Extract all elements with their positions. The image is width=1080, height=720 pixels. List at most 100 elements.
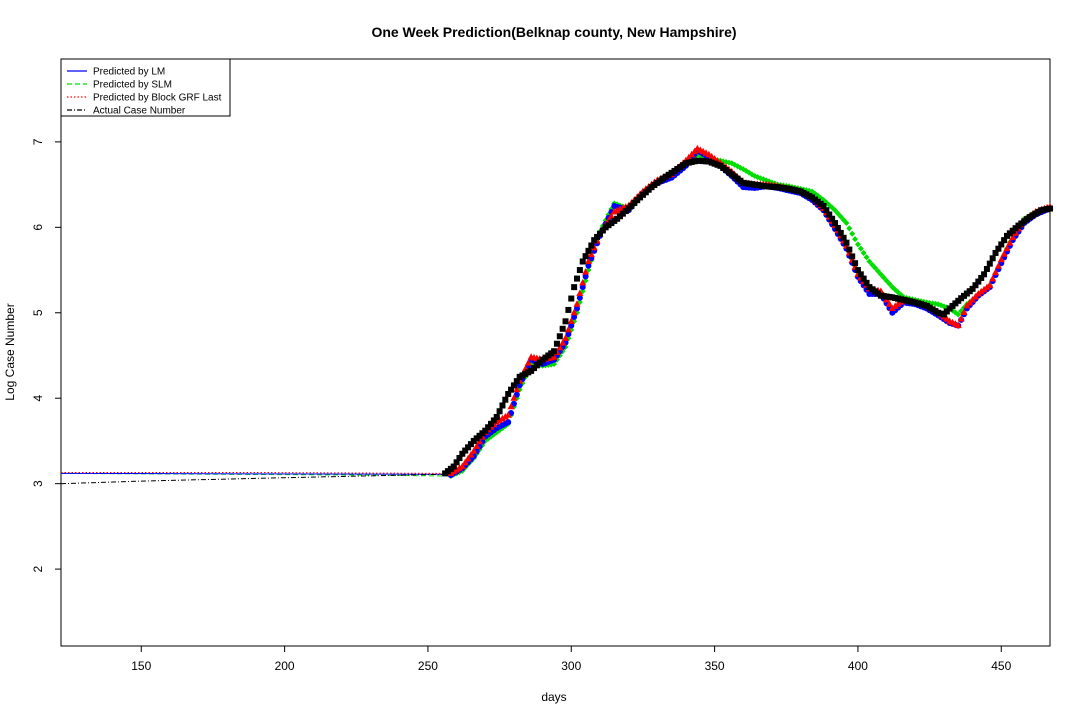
data-point bbox=[510, 400, 517, 407]
data-point bbox=[458, 462, 466, 470]
data-point bbox=[986, 260, 993, 267]
data-point bbox=[834, 210, 841, 217]
data-point bbox=[607, 212, 615, 219]
series-actual-case-number bbox=[60, 157, 1053, 485]
data-point bbox=[591, 237, 598, 244]
data-point bbox=[1001, 237, 1008, 244]
data-point bbox=[582, 273, 589, 280]
data-point bbox=[579, 278, 587, 286]
data-point bbox=[957, 315, 965, 322]
data-point bbox=[585, 247, 592, 254]
data-point bbox=[513, 385, 521, 393]
series-line bbox=[60, 473, 443, 485]
data-point bbox=[579, 258, 586, 265]
y-axis-label: Log Case Number bbox=[3, 303, 17, 400]
data-point bbox=[482, 427, 489, 434]
data-point bbox=[499, 402, 506, 409]
data-point bbox=[854, 241, 861, 248]
data-point bbox=[840, 234, 847, 241]
series-line bbox=[61, 472, 443, 474]
data-point bbox=[599, 227, 606, 234]
data-point bbox=[860, 275, 867, 282]
chart-title: One Week Prediction(Belknap county, New … bbox=[371, 24, 736, 40]
data-point bbox=[501, 413, 509, 420]
data-point bbox=[496, 408, 503, 415]
data-point bbox=[989, 275, 997, 282]
data-point bbox=[587, 250, 595, 258]
data-point bbox=[852, 260, 859, 267]
x-axis-label: days bbox=[541, 690, 566, 704]
data-point bbox=[992, 249, 999, 256]
data-point bbox=[972, 282, 979, 289]
data-point bbox=[562, 318, 569, 325]
data-point bbox=[467, 451, 475, 458]
x-tick-label: 400 bbox=[848, 659, 868, 673]
data-point bbox=[524, 359, 532, 366]
data-point bbox=[955, 311, 962, 318]
data-point bbox=[826, 211, 833, 218]
data-point bbox=[490, 417, 497, 424]
data-point bbox=[498, 414, 506, 422]
data-point bbox=[505, 419, 512, 426]
data-point bbox=[820, 202, 827, 209]
x-tick-label: 150 bbox=[131, 659, 151, 673]
data-point bbox=[485, 424, 492, 431]
data-point bbox=[459, 450, 466, 457]
data-point bbox=[550, 353, 558, 360]
data-point bbox=[556, 333, 563, 340]
data-point bbox=[981, 271, 988, 278]
series-line bbox=[60, 472, 443, 475]
data-point bbox=[473, 442, 481, 449]
data-point bbox=[470, 447, 478, 454]
data-point bbox=[854, 267, 861, 274]
legend-label: Predicted by LM bbox=[93, 67, 165, 78]
data-point bbox=[576, 289, 584, 297]
data-point bbox=[983, 265, 990, 272]
data-point bbox=[504, 411, 512, 418]
data-point bbox=[829, 215, 836, 222]
x-tick-label: 350 bbox=[705, 659, 725, 673]
data-point bbox=[1009, 233, 1017, 241]
x-tick-label: 450 bbox=[991, 659, 1011, 673]
data-point bbox=[507, 402, 515, 410]
data-point bbox=[493, 414, 500, 421]
data-point bbox=[849, 253, 856, 260]
data-point bbox=[978, 274, 985, 281]
data-point bbox=[465, 444, 472, 451]
data-point bbox=[505, 390, 512, 397]
data-point bbox=[510, 394, 518, 401]
x-tick-label: 200 bbox=[275, 659, 295, 673]
data-point bbox=[596, 230, 603, 237]
data-point bbox=[872, 264, 879, 271]
data-point bbox=[875, 268, 881, 275]
data-point bbox=[456, 455, 463, 462]
data-point bbox=[576, 294, 583, 301]
data-point bbox=[582, 268, 590, 275]
data-point bbox=[588, 242, 595, 249]
data-point bbox=[461, 458, 469, 466]
data-point bbox=[565, 306, 572, 313]
data-point bbox=[450, 463, 457, 470]
data-point bbox=[823, 207, 830, 214]
data-point bbox=[880, 274, 887, 281]
data-point bbox=[992, 268, 1000, 276]
data-point bbox=[562, 334, 570, 341]
data-point bbox=[832, 207, 838, 214]
data-point bbox=[551, 348, 558, 355]
data-point bbox=[886, 280, 893, 287]
data-point bbox=[455, 464, 463, 471]
data-point bbox=[571, 314, 578, 321]
data-point bbox=[594, 233, 601, 240]
data-point bbox=[573, 300, 581, 307]
y-tick-label: 2 bbox=[31, 565, 45, 572]
x-axis: 150 200 250 300 350 400 450 bbox=[131, 646, 1012, 673]
legend-label: Predicted by Block GRF Last bbox=[93, 93, 222, 104]
data-point bbox=[559, 325, 566, 332]
data-point bbox=[846, 225, 853, 232]
data-point bbox=[857, 245, 864, 252]
data-point bbox=[994, 262, 1002, 269]
data-point bbox=[995, 245, 1002, 252]
data-point bbox=[462, 447, 469, 454]
data-point bbox=[556, 343, 564, 351]
